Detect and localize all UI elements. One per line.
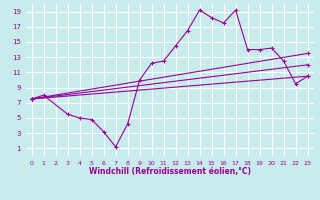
X-axis label: Windchill (Refroidissement éolien,°C): Windchill (Refroidissement éolien,°C): [89, 167, 251, 176]
